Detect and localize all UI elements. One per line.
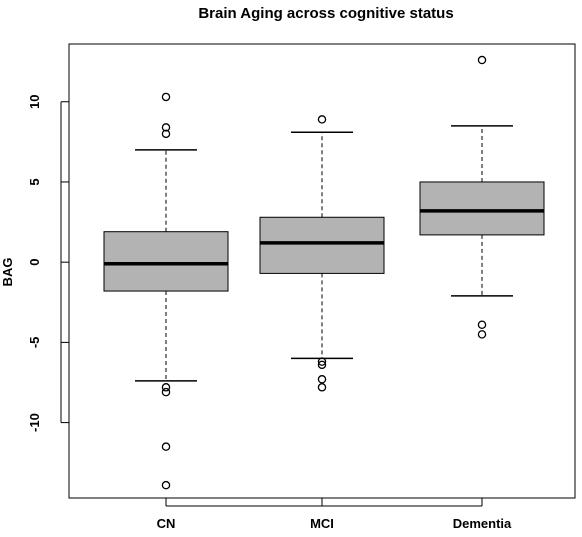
outlier-point — [317, 360, 327, 370]
box-group-cn — [103, 92, 229, 490]
outlier-point — [161, 480, 171, 490]
box-series — [103, 55, 545, 490]
y-tick-label: 0 — [27, 259, 42, 266]
outlier-point — [161, 442, 171, 451]
x-tick-label: MCI — [310, 516, 334, 531]
box-iqr — [419, 181, 545, 236]
y-tick-label: -10 — [27, 413, 42, 432]
outlier-point — [161, 129, 171, 139]
y-tick-label: -5 — [27, 337, 42, 349]
outlier-point — [317, 357, 327, 366]
outlier-point — [317, 115, 327, 124]
x-axis: CN MCI Dementia — [157, 498, 512, 531]
outlier-point — [161, 123, 171, 132]
outlier-point — [161, 387, 171, 397]
y-axis: -10 -5 0 5 10 — [27, 95, 69, 432]
chart-title: Brain Aging across cognitive status — [198, 5, 453, 22]
box-group-mci — [259, 115, 385, 392]
box-iqr — [103, 231, 229, 292]
y-tick-label: 5 — [27, 178, 42, 185]
outlier-point — [161, 383, 171, 392]
outlier-point — [317, 383, 327, 392]
outlier-point — [477, 55, 487, 65]
outlier-point — [477, 320, 487, 329]
box-iqr — [259, 216, 385, 274]
outlier-point — [317, 375, 327, 384]
y-axis-label: BAG — [0, 258, 15, 287]
outlier-point — [161, 92, 171, 102]
y-tick-label: 10 — [27, 95, 42, 109]
box-group-dementia — [419, 55, 545, 339]
x-tick-label: CN — [157, 516, 176, 531]
outlier-point — [477, 330, 487, 339]
x-tick-label: Dementia — [453, 516, 512, 531]
